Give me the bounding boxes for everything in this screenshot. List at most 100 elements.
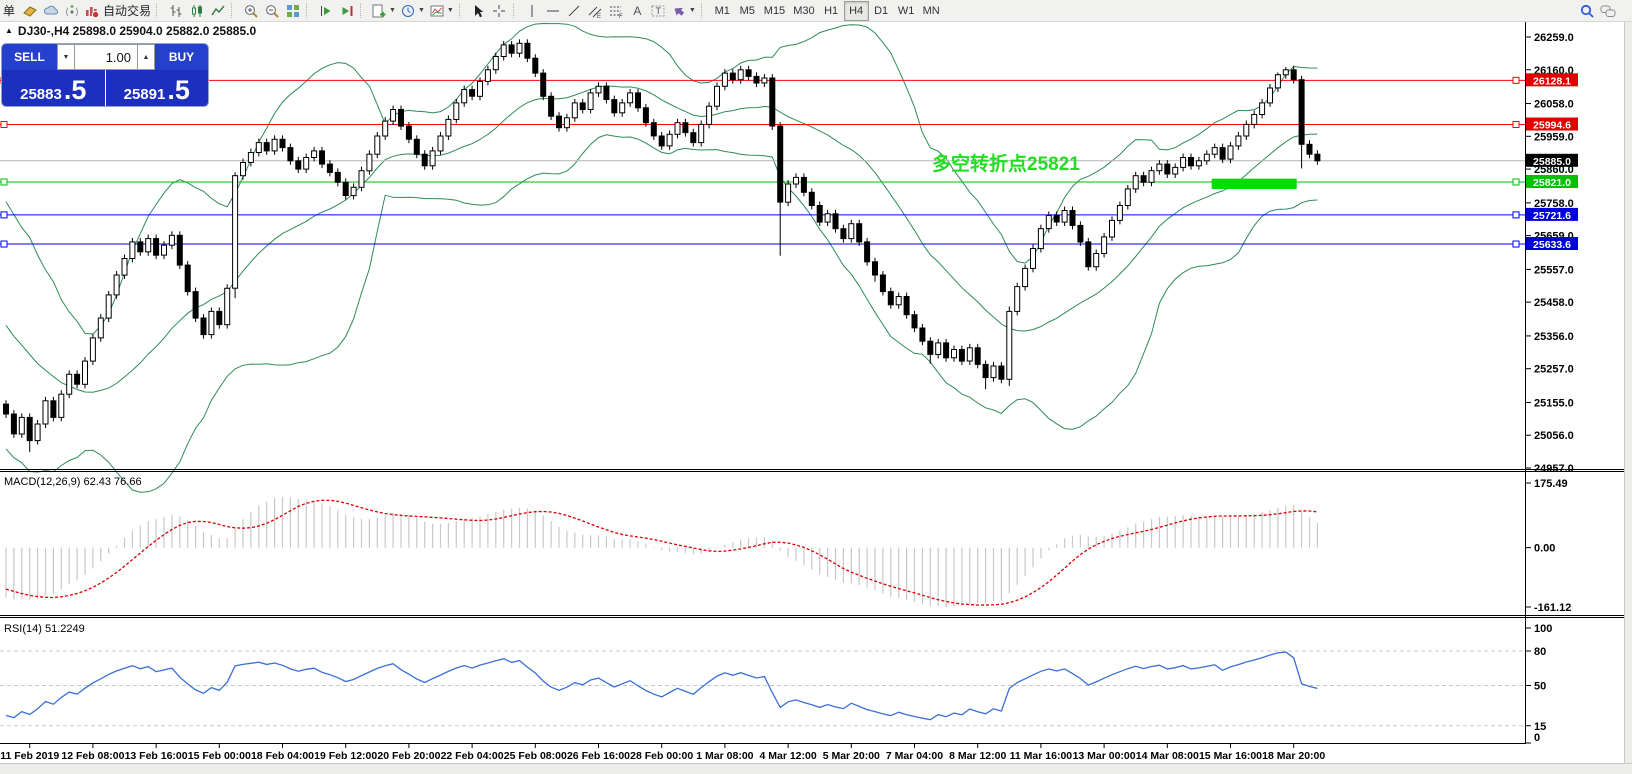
chart-shift-button[interactable]	[336, 1, 357, 21]
ohlc-bars-icon	[168, 3, 184, 19]
annotation-text[interactable]: 多空转折点25821	[932, 152, 1080, 175]
candlestick-icon	[189, 3, 205, 19]
cloud-icon	[43, 3, 59, 19]
level-line-25721.6[interactable]	[0, 211, 1525, 219]
shapes-tool-button[interactable]: ▼	[669, 1, 698, 21]
search-icon	[1579, 3, 1595, 19]
time-axis-label: 8 Mar 12:00	[949, 750, 1006, 762]
svg-text:25994.6: 25994.6	[1533, 120, 1571, 132]
rsi-label: RSI(14) 51.2249	[4, 623, 85, 635]
label-tool-button[interactable]: T	[648, 1, 669, 21]
price-tick-label: 26058.0	[1534, 99, 1574, 111]
chat-button[interactable]	[1597, 1, 1619, 21]
new-order-button[interactable]	[19, 1, 40, 21]
rsi-tick-label: 15	[1534, 721, 1546, 733]
svg-text:25721.6: 25721.6	[1533, 210, 1571, 222]
time-axis-label: 22 Feb 04:00	[441, 750, 504, 762]
market-watch-button[interactable]	[40, 1, 61, 21]
channel-tool-button[interactable]: E	[585, 1, 606, 21]
timeframe-d1[interactable]: D1	[869, 1, 894, 21]
text-tool-button[interactable]: A	[627, 1, 648, 21]
bollinger-lower	[5, 134, 1318, 493]
level-line-25994.6[interactable]	[0, 121, 1525, 129]
time-axis-label: 28 Feb 00:00	[630, 750, 693, 762]
new-chart-button[interactable]: ▼	[369, 1, 398, 21]
macd-tick-label: 0.00	[1534, 543, 1555, 555]
tile-windows-button[interactable]	[282, 1, 303, 21]
svg-text:26128.1: 26128.1	[1533, 75, 1571, 87]
time-axis-label: 15 Mar 16:00	[1199, 750, 1262, 762]
search-button[interactable]	[1576, 1, 1597, 21]
toolbar-separator	[700, 3, 706, 18]
timeframe-h4[interactable]: H4	[843, 0, 869, 21]
templates-button[interactable]: ▼	[427, 1, 456, 21]
line-chart-mode-button[interactable]	[207, 1, 228, 21]
volume-decrease-stepper[interactable]: ▼	[57, 44, 75, 70]
volume-input[interactable]: 1.00	[75, 44, 137, 70]
crosshair-tool-button[interactable]	[489, 1, 510, 21]
price-tick-label: 25758.0	[1534, 198, 1574, 210]
zoom-out-button[interactable]	[261, 1, 282, 21]
price-tick-label: 25155.0	[1534, 397, 1574, 409]
svg-text:25885.0: 25885.0	[1533, 156, 1571, 168]
level-line-25633.6[interactable]	[0, 240, 1525, 248]
chart-canvas[interactable]: 多空转折点2582126259.026160.026058.025959.025…	[0, 22, 1632, 763]
price-badge-25721.6: 25721.6	[1526, 207, 1578, 222]
chevron-down-icon: ▼	[688, 7, 696, 14]
signal-icon	[64, 3, 80, 19]
time-axis-label: 15 Feb 00:00	[188, 750, 251, 762]
sell-button[interactable]: SELL	[2, 44, 57, 70]
time-axis-label: 4 Mar 12:00	[759, 750, 816, 762]
time-axis-label: 26 Feb 16:00	[567, 750, 630, 762]
timeframe-h1[interactable]: H1	[819, 1, 844, 21]
timeframe-m1[interactable]: M1	[710, 1, 735, 21]
price-tick-label: 25458.0	[1534, 297, 1574, 309]
time-axis-label: 14 Mar 08:00	[1136, 750, 1199, 762]
timeframe-m5[interactable]: M5	[735, 1, 760, 21]
periods-button[interactable]: ▼	[398, 1, 427, 21]
svg-text:25633.6: 25633.6	[1533, 239, 1571, 251]
timeframe-w1[interactable]: W1	[894, 1, 919, 21]
timeframe-m30[interactable]: M30	[789, 1, 818, 21]
new-order-icon	[22, 3, 38, 19]
macd-tick-label: 175.49	[1534, 478, 1568, 490]
price-badge-25821.0: 25821.0	[1526, 174, 1578, 189]
toolbar-separator	[360, 3, 365, 18]
candlestick-mode-button[interactable]	[186, 1, 207, 21]
time-axis-label: 11 Mar 16:00	[1010, 750, 1073, 762]
buy-button[interactable]: BUY	[155, 44, 208, 70]
horizontal-line-tool-button[interactable]	[543, 1, 564, 21]
bar-chart-mode-button[interactable]	[165, 1, 186, 21]
zoom-in-button[interactable]	[240, 1, 261, 21]
price-tick-label: 25257.0	[1534, 364, 1574, 376]
template-icon	[429, 3, 445, 19]
fibonacci-icon: F	[608, 3, 624, 19]
shapes-icon	[671, 3, 687, 19]
volume-increase-stepper[interactable]: ▲	[137, 44, 155, 70]
sell-price[interactable]: 25883 .5	[2, 70, 106, 106]
chevron-down-icon: ▼	[389, 7, 396, 14]
svg-text:F: F	[619, 14, 623, 19]
timeframe-mn[interactable]: MN	[919, 1, 944, 21]
vertical-line-tool-button[interactable]	[522, 1, 543, 21]
buy-price[interactable]: 25891 .5	[106, 70, 209, 106]
fibonacci-tool-button[interactable]: F	[606, 1, 627, 21]
chevron-down-icon: ▼	[446, 7, 454, 14]
window-edge-strip	[1624, 22, 1632, 763]
timeframe-m15[interactable]: M15	[760, 1, 789, 21]
svg-text:T: T	[656, 6, 662, 16]
highlight-rectangle[interactable]	[1211, 178, 1297, 189]
chat-bubbles-icon	[1599, 3, 1617, 19]
autotrading-button[interactable]: 自动交易	[82, 1, 153, 21]
auto-scroll-button[interactable]	[315, 1, 336, 21]
new-chart-icon	[371, 3, 387, 19]
price-tick-label: 26259.0	[1534, 32, 1574, 44]
rsi-tick-label: 80	[1534, 646, 1546, 658]
trendline-tool-button[interactable]	[564, 1, 585, 21]
cursor-tool-button[interactable]	[468, 1, 489, 21]
one-click-trading-panel: SELL ▼ 1.00 ▲ BUY 25883 .5 25891 .5	[2, 44, 208, 106]
signals-button[interactable]	[61, 1, 82, 21]
svg-text:25821.0: 25821.0	[1533, 177, 1571, 189]
price-badge-25885.0: 25885.0	[1526, 153, 1578, 168]
rsi-tick-label: 100	[1534, 623, 1552, 635]
